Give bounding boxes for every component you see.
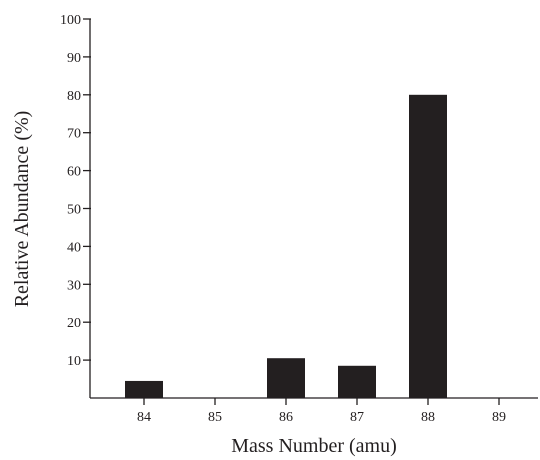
y-tick-label: 90 xyxy=(67,51,81,66)
y-axis-title: Relative Abundance (%) xyxy=(11,111,33,308)
y-tick-label: 10 xyxy=(67,354,81,369)
y-tick-label: 50 xyxy=(67,203,81,218)
bar-86 xyxy=(267,358,305,398)
x-tick-label: 88 xyxy=(421,410,435,425)
y-tick-label: 20 xyxy=(67,316,81,331)
y-tick-label: 60 xyxy=(67,165,81,180)
x-tick-label: 84 xyxy=(137,410,151,425)
x-axis-ticks: 84 85 86 87 88 89 xyxy=(137,398,506,425)
y-tick-label: 30 xyxy=(67,278,81,293)
x-tick-label: 86 xyxy=(279,410,293,425)
y-tick-label: 80 xyxy=(67,89,81,104)
bar-84 xyxy=(125,380,163,398)
y-tick-label: 70 xyxy=(67,127,81,142)
bar-87 xyxy=(338,365,376,398)
y-tick-label: 100 xyxy=(60,13,81,28)
bar-88 xyxy=(409,94,447,399)
x-tick-label: 89 xyxy=(492,410,506,425)
x-axis-title: Mass Number (amu) xyxy=(231,435,397,457)
bar-group xyxy=(125,94,447,399)
y-tick-label: 40 xyxy=(67,240,81,255)
x-tick-label: 85 xyxy=(208,410,222,425)
x-tick-label: 87 xyxy=(350,410,364,425)
y-axis-ticks: 10 20 30 40 50 60 70 80 90 100 xyxy=(60,13,91,369)
